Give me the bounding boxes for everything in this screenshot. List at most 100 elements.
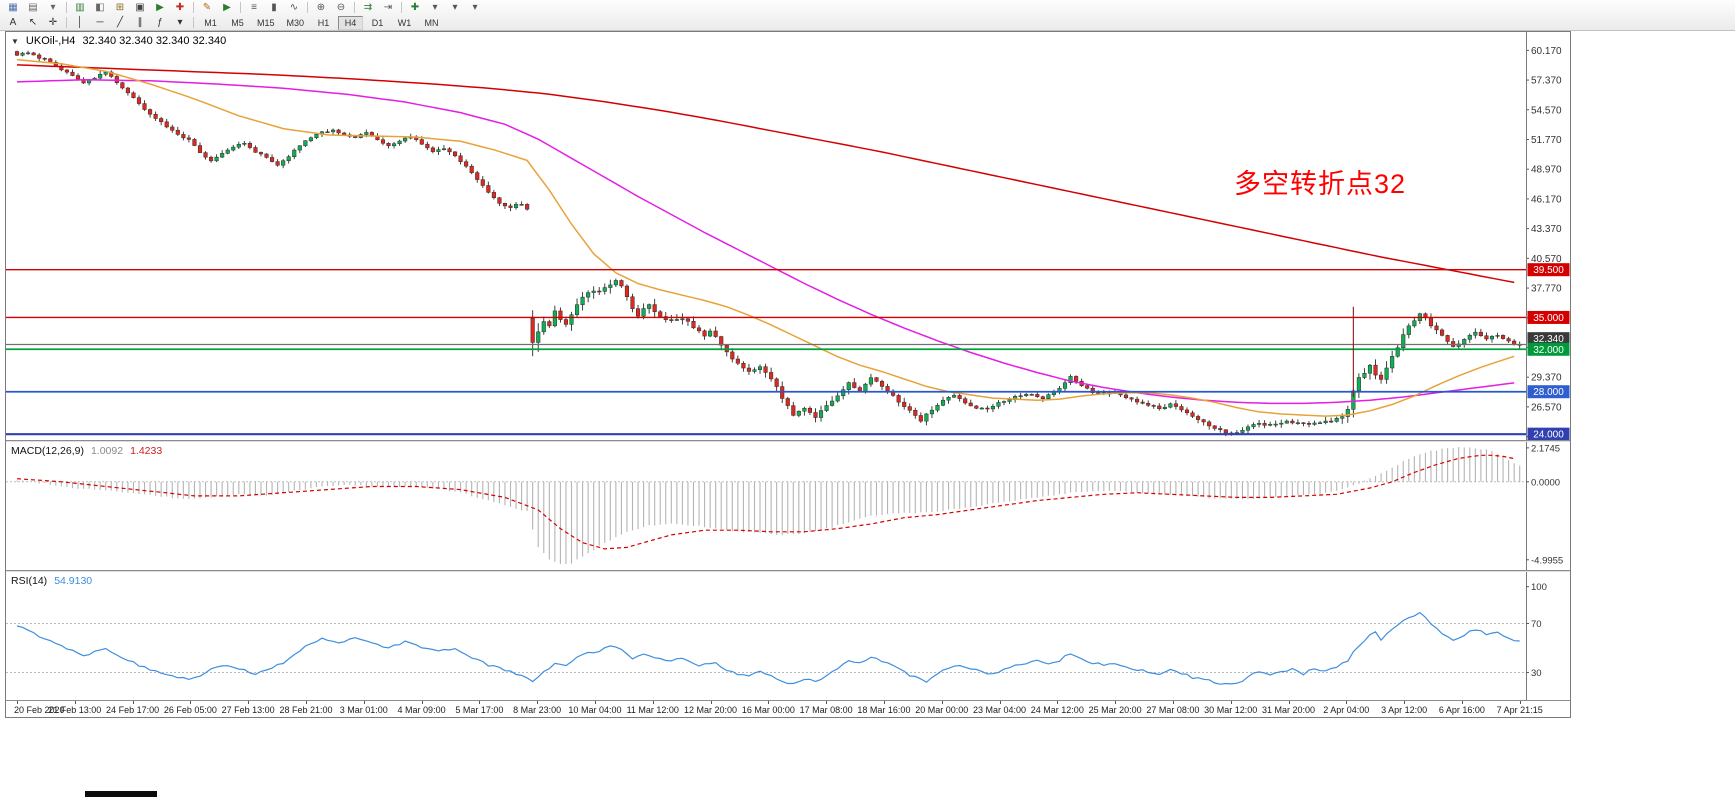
chart-profiles-dropdown[interactable]: ▾ bbox=[50, 1, 56, 13]
svg-text:54.570: 54.570 bbox=[1531, 105, 1562, 116]
chart-shift-button[interactable]: ⇥ bbox=[383, 1, 393, 13]
time-tick bbox=[1519, 701, 1521, 704]
svg-text:2.1745: 2.1745 bbox=[1531, 443, 1560, 454]
indicators-button[interactable]: ✚ bbox=[410, 1, 420, 13]
time-axis[interactable]: 20 Feb 2020 21 Feb 13:00 24 Feb 17:00 26 Fe… bbox=[6, 700, 1570, 717]
toolbar-row-standard: ▦ ▤ ▾ ▥ ◧ ⊞ ▣ ▶ ✚ ✎ ▶ ≡ ▮ ∿ ⊕ ⊖ ⇉ ⇥ ✚ ▾ ▾ ▾ bbox=[0, 0, 1735, 15]
time-label: 12 Mar 20:00 bbox=[684, 705, 738, 715]
toolbar-separator bbox=[240, 2, 241, 13]
time-label: 18 Mar 16:00 bbox=[857, 705, 911, 715]
svg-text:35.000: 35.000 bbox=[1533, 313, 1564, 324]
chart-window: 60.170 57.370 54.570 51.770 48.970 46.170 43.3… bbox=[5, 31, 1571, 718]
time-label: 28 Feb 21:00 bbox=[279, 705, 333, 715]
timeframe-w1-button[interactable]: W1 bbox=[397, 17, 412, 28]
timeframe-d1-button[interactable]: D1 bbox=[371, 17, 384, 28]
candlestick-chart-button[interactable]: ▮ bbox=[271, 1, 277, 13]
svg-text:100: 100 bbox=[1531, 582, 1547, 593]
time-tick bbox=[363, 701, 365, 704]
toolbar-separator bbox=[307, 2, 308, 13]
equidistant-channel-button[interactable]: ∥ bbox=[137, 16, 143, 28]
market-watch-button[interactable]: ▥ bbox=[75, 1, 85, 13]
chart-profiles-button[interactable]: ▤ bbox=[28, 1, 38, 13]
panel-splitter[interactable] bbox=[6, 440, 1570, 442]
time-tick bbox=[594, 701, 596, 704]
time-label: 3 Apr 12:00 bbox=[1381, 705, 1428, 715]
svg-text:43.370: 43.370 bbox=[1531, 224, 1562, 235]
fibonacci-button[interactable]: ƒ bbox=[157, 16, 163, 28]
svg-text:46.170: 46.170 bbox=[1531, 194, 1562, 205]
trendline-button[interactable]: ╱ bbox=[116, 16, 124, 28]
timeframe-m1-button[interactable]: M1 bbox=[204, 17, 217, 28]
toolbar-row-line-studies-periods: A ↖ ✛ │ ─ ╱ ∥ ƒ ▾ M1 M5 M15 M30 H1 H4 D1 W1 MN bbox=[0, 15, 1735, 30]
main-chart-canvas[interactable]: 60.170 57.370 54.570 51.770 48.970 46.170 43.3… bbox=[6, 32, 1570, 440]
svg-text:39.500: 39.500 bbox=[1533, 265, 1564, 276]
chart-text-annotation[interactable]: 多空转折点32 bbox=[1234, 169, 1407, 199]
time-tick bbox=[883, 701, 885, 704]
time-label: 5 Mar 17:00 bbox=[455, 705, 504, 715]
new-chart-button[interactable]: ▦ bbox=[8, 1, 18, 13]
toolbar-separator bbox=[193, 2, 194, 13]
timeframe-m30-button[interactable]: M30 bbox=[286, 17, 305, 28]
svg-text:-4.9955: -4.9955 bbox=[1531, 555, 1563, 566]
toolbar-separator bbox=[401, 2, 402, 13]
time-label: 10 Mar 04:00 bbox=[568, 705, 622, 715]
navigator-button[interactable]: ⊞ bbox=[115, 1, 125, 13]
time-tick bbox=[132, 701, 134, 704]
timeframe-h1-button[interactable]: H1 bbox=[317, 17, 330, 28]
time-tick bbox=[826, 701, 828, 704]
time-tick bbox=[248, 701, 250, 704]
terminal-button[interactable]: ▣ bbox=[135, 1, 145, 13]
svg-text:40.570: 40.570 bbox=[1531, 254, 1562, 265]
data-window-button[interactable]: ◧ bbox=[95, 1, 105, 13]
time-tick bbox=[479, 701, 481, 704]
time-label: 26 Feb 05:00 bbox=[163, 705, 217, 715]
time-label: 4 Mar 09:00 bbox=[397, 705, 446, 715]
new-order-button[interactable]: ✚ bbox=[175, 1, 185, 13]
time-tick bbox=[1461, 701, 1463, 704]
time-label: 27 Feb 13:00 bbox=[221, 705, 275, 715]
svg-text:51.770: 51.770 bbox=[1531, 135, 1562, 146]
indicators-dropdown[interactable]: ▾ bbox=[432, 1, 438, 13]
svg-text:37.770: 37.770 bbox=[1531, 284, 1562, 295]
strategy-tester-button[interactable]: ▶ bbox=[156, 1, 164, 13]
rsi-canvas[interactable]: 100 70 30 bbox=[6, 572, 1570, 700]
line-chart-button[interactable]: ∿ bbox=[289, 1, 299, 13]
auto-scroll-button[interactable]: ⇉ bbox=[363, 1, 373, 13]
macd-canvas[interactable]: 2.1745 0.0000 -4.9955 bbox=[6, 442, 1570, 570]
chart-scrollbar-thumb[interactable] bbox=[85, 791, 157, 797]
svg-text:29.370: 29.370 bbox=[1531, 373, 1562, 384]
autotrading-button[interactable]: ▶ bbox=[223, 1, 231, 13]
horizontal-line-button[interactable]: ─ bbox=[96, 16, 104, 28]
bar-chart-button[interactable]: ≡ bbox=[251, 1, 257, 13]
rsi-panel: 100 70 30 RSI(14) 54.9130 bbox=[6, 572, 1570, 700]
panel-splitter[interactable] bbox=[6, 570, 1570, 572]
zoom-in-button[interactable]: ⊕ bbox=[316, 1, 326, 13]
toolbar-separator bbox=[66, 17, 67, 28]
cursor-button[interactable]: ↖ bbox=[28, 16, 38, 28]
metaeditor-button[interactable]: ✎ bbox=[202, 1, 212, 13]
time-label: 21 Feb 13:00 bbox=[48, 705, 102, 715]
time-label: 6 Apr 16:00 bbox=[1438, 705, 1485, 715]
templates-dropdown[interactable]: ▾ bbox=[472, 1, 478, 13]
text-label-button[interactable]: A bbox=[9, 16, 17, 28]
crosshair-button[interactable]: ✛ bbox=[48, 16, 58, 28]
svg-text:28.000: 28.000 bbox=[1533, 387, 1564, 398]
time-label: 23 Mar 04:00 bbox=[973, 705, 1027, 715]
timeframe-m5-button[interactable]: M5 bbox=[231, 17, 244, 28]
time-label: 16 Mar 00:00 bbox=[741, 705, 795, 715]
time-tick bbox=[1057, 701, 1059, 704]
timeframe-m15-button[interactable]: M15 bbox=[257, 17, 275, 28]
vertical-line-button[interactable]: │ bbox=[76, 16, 84, 28]
shapes-dropdown[interactable]: ▾ bbox=[177, 16, 183, 28]
timeframe-mn-button[interactable]: MN bbox=[424, 17, 439, 28]
time-label: 20 Mar 00:00 bbox=[915, 705, 969, 715]
time-label: 24 Feb 17:00 bbox=[106, 705, 160, 715]
time-tick bbox=[537, 701, 539, 704]
toolbar-separator bbox=[193, 17, 194, 28]
main-toolbar: ▦ ▤ ▾ ▥ ◧ ⊞ ▣ ▶ ✚ ✎ ▶ ≡ ▮ ∿ ⊕ ⊖ ⇉ ⇥ ✚ ▾ ▾ ▾ A ↖ ✛ │ ─ ╱ ∥ ƒ ▾ M1 M5 M15 M… bbox=[0, 0, 1735, 31]
time-tick bbox=[710, 701, 712, 704]
zoom-out-button[interactable]: ⊖ bbox=[336, 1, 346, 13]
timeframe-h4-button[interactable]: H4 bbox=[338, 15, 364, 30]
time-tick bbox=[1115, 701, 1117, 704]
periods-dropdown[interactable]: ▾ bbox=[452, 1, 458, 13]
